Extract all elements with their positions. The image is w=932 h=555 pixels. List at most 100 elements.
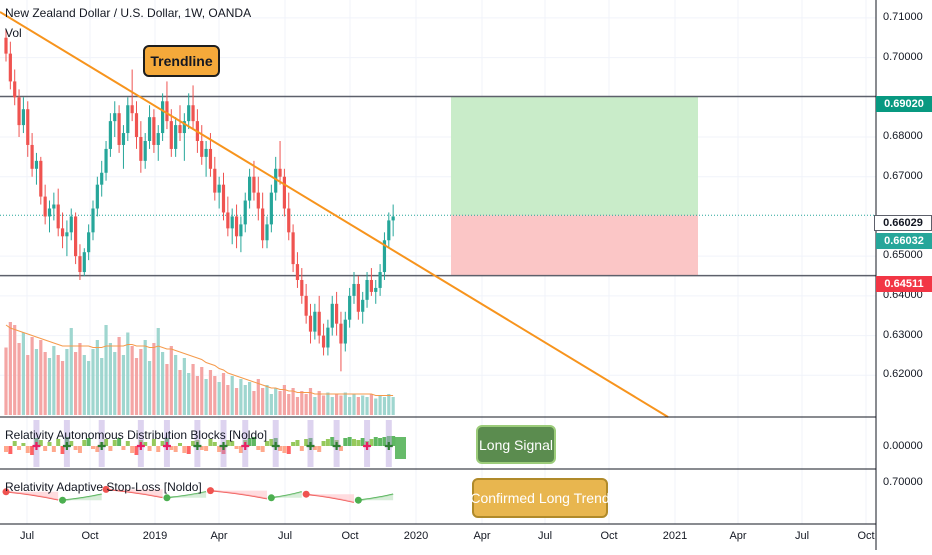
candle-body xyxy=(69,216,73,233)
confirmed-trend-text: Confirmed Long Trend xyxy=(470,490,610,506)
distribution-block xyxy=(299,446,304,451)
long-signal-text: Long Signal xyxy=(479,436,553,453)
volume-bar xyxy=(234,388,239,415)
candle-body xyxy=(317,311,321,336)
candle-body xyxy=(4,37,8,54)
distribution-block xyxy=(38,440,43,446)
distribution-block xyxy=(347,437,352,446)
volume-bar xyxy=(248,382,252,415)
distribution-block xyxy=(17,446,22,450)
candle-body xyxy=(200,140,204,157)
volume-bar xyxy=(130,346,134,415)
stop-loss-fill xyxy=(6,491,59,500)
chart-title: New Zealand Dollar / U.S. Dollar, 1W, OA… xyxy=(5,6,252,20)
candle-body xyxy=(174,125,178,149)
distribution-block xyxy=(91,446,95,449)
volume-label: Vol xyxy=(5,26,22,40)
stop-loss-fill xyxy=(306,494,354,503)
volume-bar xyxy=(252,391,256,415)
volume-bar xyxy=(113,352,117,415)
candle-body xyxy=(304,295,308,316)
distribution-block xyxy=(112,440,117,446)
distribution-block xyxy=(295,440,300,446)
candle-body xyxy=(361,299,365,312)
distribution-block xyxy=(25,446,30,453)
volume-bar xyxy=(391,397,395,415)
candle-body xyxy=(74,216,78,257)
confirmed-trend-callout: Confirmed Long Trend xyxy=(470,478,610,518)
distribution-block xyxy=(173,446,178,452)
volume-bar xyxy=(204,379,208,415)
distribution-block xyxy=(73,446,78,450)
distribution-block xyxy=(147,446,152,451)
distribution-block xyxy=(95,446,100,452)
volume-bar xyxy=(200,367,204,415)
distribution-block xyxy=(186,446,191,454)
stop-price-badge: 0.64511 xyxy=(876,276,932,292)
distribution-block xyxy=(56,439,61,446)
candle-body xyxy=(278,168,282,177)
volume-bar xyxy=(243,385,247,415)
candle-body xyxy=(291,232,295,265)
candle-body xyxy=(300,279,304,296)
close-price-badge: 0.66032 xyxy=(876,233,932,249)
candle-body xyxy=(243,200,247,225)
candle-body xyxy=(161,101,165,134)
block-marker-cross xyxy=(271,442,280,450)
distribution-block xyxy=(77,446,82,453)
volume-bar xyxy=(143,340,147,415)
candle-body xyxy=(178,125,182,134)
distribution-block xyxy=(212,442,217,446)
candle-body xyxy=(352,283,356,296)
stop-loss-fill xyxy=(358,494,394,501)
distribution-block xyxy=(282,446,287,453)
candle-body xyxy=(43,196,47,217)
stop-loss-dot xyxy=(2,488,10,496)
distribution-block xyxy=(278,446,283,451)
block-marker-cross xyxy=(241,442,250,450)
distribution-block xyxy=(373,437,378,446)
volume-ma-line xyxy=(5,324,394,396)
candle-body xyxy=(100,172,104,185)
block-marker-cross xyxy=(363,442,372,450)
candle-body xyxy=(339,323,343,344)
volume-bar xyxy=(356,397,360,415)
volume-bar xyxy=(313,397,317,415)
candle-body xyxy=(256,192,260,209)
volume-bar xyxy=(108,343,112,415)
volume-bar xyxy=(43,352,47,415)
distribution-block xyxy=(43,446,48,451)
distribution-block xyxy=(204,446,209,451)
distribution-block xyxy=(12,441,17,446)
block-marker-cross xyxy=(332,442,341,450)
volume-bar xyxy=(4,347,8,415)
volume-bar xyxy=(30,337,34,415)
volume-bar xyxy=(161,352,165,415)
volume-bar xyxy=(239,379,243,415)
distribution-block xyxy=(51,446,56,452)
candle-body xyxy=(17,97,21,126)
volume-bar xyxy=(274,388,278,415)
distribution-block xyxy=(386,436,391,446)
distribution-block xyxy=(143,442,148,446)
volume-bar xyxy=(165,364,169,415)
time-tick-label: Oct xyxy=(857,530,875,542)
volume-bar xyxy=(326,392,330,415)
time-tick-label: 2021 xyxy=(662,530,688,542)
time-tick-label: Jul xyxy=(19,530,35,542)
candle-body xyxy=(226,212,230,229)
volume-bar xyxy=(21,332,25,415)
volume-bar xyxy=(317,391,321,415)
candle-body xyxy=(121,133,126,145)
distribution-block xyxy=(225,440,230,446)
candle-body xyxy=(26,109,30,145)
distribution-block xyxy=(86,438,91,446)
candle-body xyxy=(39,160,43,197)
candle-body xyxy=(182,121,186,134)
stop-loss-dot xyxy=(102,485,110,493)
distribution-block xyxy=(369,439,374,446)
candle-body xyxy=(208,148,213,169)
trendline xyxy=(0,11,669,418)
